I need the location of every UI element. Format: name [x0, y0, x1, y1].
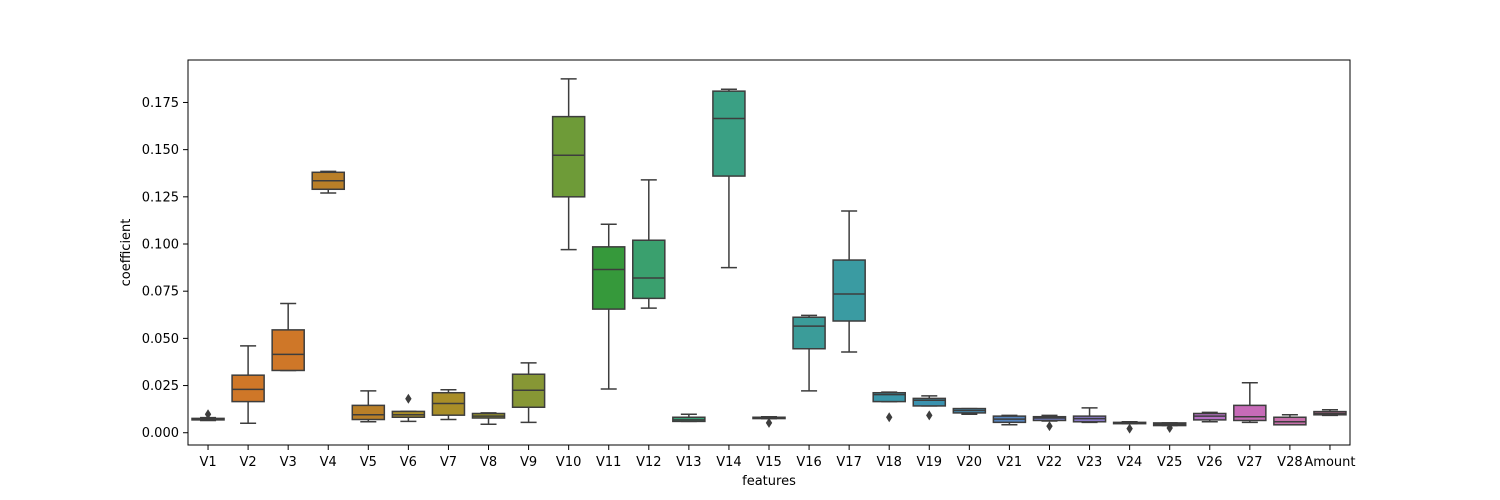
outlier-point — [405, 393, 412, 404]
box-V20 — [952, 407, 987, 415]
box-V25 — [1152, 422, 1187, 434]
x-tick-label: V28 — [1277, 455, 1302, 470]
x-tick-label: V15 — [756, 455, 781, 470]
box-V3 — [271, 302, 305, 372]
x-tick-label: V25 — [1157, 455, 1182, 470]
x-tick-label: V3 — [280, 455, 297, 470]
box-body — [271, 329, 305, 372]
box-V13 — [672, 413, 706, 423]
box-V27 — [1233, 381, 1267, 424]
box-V26 — [1192, 411, 1227, 423]
x-tick-label: V21 — [997, 455, 1022, 470]
box-V15 — [752, 415, 786, 428]
box-V23 — [1072, 407, 1107, 424]
y-tick-label: 0.025 — [142, 379, 179, 394]
x-tick-label: V22 — [1037, 455, 1062, 470]
box-V10 — [551, 78, 586, 251]
outlier-point — [886, 412, 893, 423]
box-V28 — [1273, 414, 1307, 426]
y-tick-label: 0.100 — [142, 238, 179, 253]
box-V22 — [1032, 414, 1067, 432]
x-tick-label: V2 — [240, 455, 257, 470]
box-V19 — [912, 395, 947, 421]
plot-frame — [187, 59, 1351, 446]
x-axis-label: features — [742, 474, 796, 489]
box-V1 — [191, 409, 225, 422]
box-Amount — [1313, 408, 1347, 417]
x-tick-label: V9 — [520, 455, 537, 470]
outlier-point — [1166, 423, 1173, 434]
x-tick-label: V23 — [1077, 455, 1102, 470]
box-body — [832, 259, 866, 322]
x-tick-label: V8 — [480, 455, 497, 470]
plot-area — [187, 59, 1351, 446]
x-tick-label: Amount — [1304, 455, 1355, 470]
x-tick-label: V13 — [676, 455, 701, 470]
box-body — [712, 90, 746, 177]
box-body — [351, 404, 386, 421]
x-axis: V1 V2 V3 V4 V5 V6 V7 V8 V9 V10 V11 V12 V13 V14 V15 V16 V… — [199, 445, 1356, 470]
box-V17 — [832, 210, 866, 353]
x-tick-label: V17 — [836, 455, 861, 470]
boxes-group — [191, 78, 1347, 434]
box-V14 — [712, 88, 746, 269]
box-V21 — [992, 414, 1027, 426]
box-V9 — [511, 362, 546, 424]
box-body — [792, 316, 826, 350]
box-V4 — [311, 170, 346, 194]
box-V8 — [471, 412, 506, 425]
y-axis: 0.000 0.025 0.050 0.075 0.100 0.125 0.150 0.175 — [142, 96, 188, 441]
box-body — [872, 391, 906, 403]
box-V18 — [872, 391, 906, 423]
box-body — [231, 374, 265, 403]
y-tick-label: 0.050 — [142, 332, 179, 347]
x-tick-label: V18 — [876, 455, 901, 470]
x-tick-label: V4 — [320, 455, 337, 470]
x-tick-label: V14 — [716, 455, 741, 470]
box-body — [632, 239, 666, 300]
box-body — [551, 115, 586, 198]
box-V24 — [1112, 421, 1147, 434]
box-V12 — [632, 179, 666, 309]
x-tick-label: V5 — [360, 455, 377, 470]
x-tick-label: V6 — [400, 455, 417, 470]
x-tick-label: V24 — [1117, 455, 1142, 470]
outlier-point — [1126, 423, 1133, 434]
x-tick-label: V12 — [636, 455, 661, 470]
x-tick-label: V19 — [917, 455, 942, 470]
x-tick-label: V20 — [957, 455, 982, 470]
box-body — [1273, 416, 1307, 426]
box-V2 — [231, 345, 265, 425]
box-V5 — [351, 390, 386, 423]
outlier-point — [204, 409, 212, 420]
box-V11 — [591, 223, 626, 390]
box-V7 — [431, 388, 466, 421]
x-tick-label: V11 — [596, 455, 621, 470]
y-axis-label: coefficient — [119, 219, 134, 287]
y-tick-label: 0.175 — [142, 96, 179, 111]
x-tick-label: V26 — [1197, 455, 1222, 470]
y-tick-label: 0.150 — [142, 143, 179, 158]
box-V16 — [792, 314, 826, 392]
y-tick-label: 0.075 — [142, 285, 179, 300]
x-tick-label: V10 — [556, 455, 581, 470]
outlier-point — [926, 410, 933, 421]
box-body — [1233, 404, 1267, 422]
y-tick-label: 0.125 — [142, 190, 179, 205]
outlier-point — [1046, 421, 1053, 432]
y-tick-label: 0.000 — [142, 426, 179, 441]
x-tick-label: V1 — [199, 455, 216, 470]
box-V6 — [391, 393, 426, 423]
outlier-point — [765, 417, 773, 428]
x-tick-label: V27 — [1237, 455, 1262, 470]
box-body — [591, 246, 626, 310]
x-tick-label: V7 — [440, 455, 457, 470]
x-tick-label: V16 — [796, 455, 821, 470]
box-body — [912, 397, 947, 407]
